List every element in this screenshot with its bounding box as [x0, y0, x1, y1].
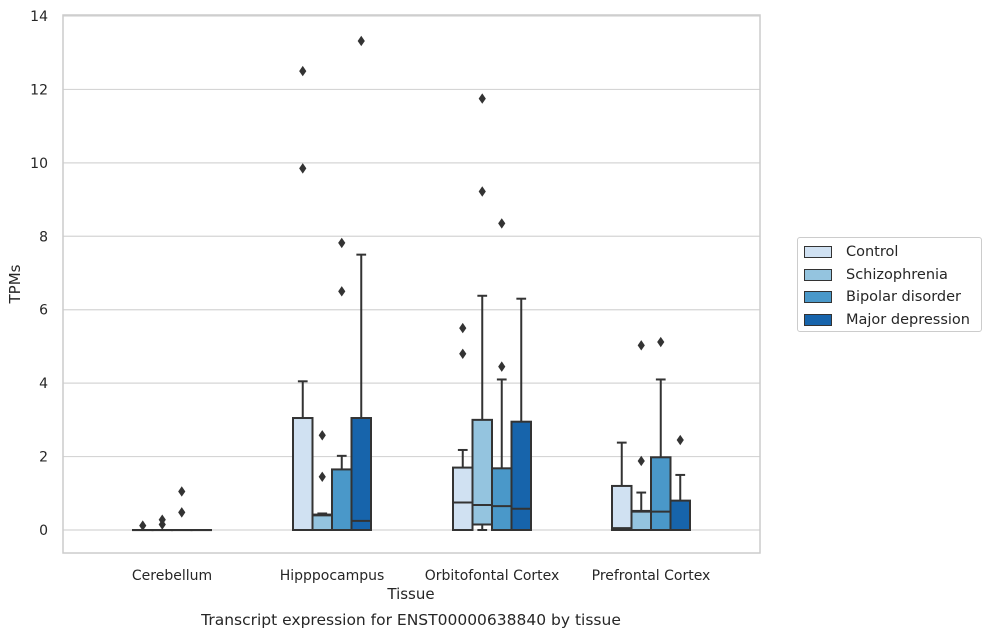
outlier-point: [357, 35, 365, 47]
y-tick-label: 0: [39, 523, 48, 539]
x-tick-label: Prefrontal Cortex: [592, 568, 711, 584]
y-tick-label: 12: [30, 82, 48, 98]
outlier-point: [676, 434, 684, 446]
legend-label: Bipolar disorder: [846, 289, 961, 305]
box-iqr: [669, 499, 691, 531]
outlier-point: [478, 93, 486, 104]
outlier-point: [299, 163, 307, 174]
box-bipolar-disorder: [650, 336, 672, 532]
box-iqr: [452, 466, 474, 532]
legend-swatch: [804, 291, 832, 303]
box-iqr: [471, 418, 493, 526]
outlier-point: [318, 430, 326, 441]
box-control: [611, 441, 633, 532]
outlier-point: [637, 340, 645, 351]
box-major-depression: [510, 297, 532, 532]
box-iqr: [611, 484, 633, 532]
legend-swatch: [804, 268, 832, 281]
outlier-point: [459, 348, 467, 359]
y-tick-label: 4: [39, 376, 48, 392]
legend: Control Schizophrenia Bipolar disorder Majo…: [797, 237, 982, 332]
outlier-point: [657, 336, 665, 348]
outlier-point: [498, 361, 506, 372]
legend-swatch: [804, 313, 832, 326]
box-groups: [132, 35, 691, 532]
y-axis-label: TPMs: [6, 264, 24, 304]
box-major-depression: [350, 35, 372, 531]
chart-title: Transcript expression for ENST0000063884…: [201, 611, 621, 629]
y-tick-label: 8: [39, 229, 48, 245]
x-axis-label: Tissue: [386, 585, 434, 603]
y-tick-label: 10: [30, 156, 48, 172]
outlier-point: [299, 65, 307, 77]
outlier-point: [338, 286, 346, 297]
outlier-point: [498, 218, 506, 229]
outlier-point: [637, 455, 645, 467]
legend-item: Bipolar disorder: [804, 288, 961, 306]
outlier-point: [158, 514, 166, 525]
y-tick-label: 14: [30, 9, 48, 25]
box-iqr: [650, 456, 672, 532]
x-tick-label: Cerebellum: [132, 568, 212, 584]
outlier-point: [318, 471, 326, 482]
legend-label: Control: [846, 244, 899, 260]
plot-area: [63, 15, 760, 553]
box-bipolar-disorder: [491, 218, 513, 532]
legend-label: Schizophrenia: [846, 266, 948, 283]
legend-swatch: [804, 246, 832, 258]
box-iqr: [292, 417, 314, 531]
legend-label: Major depression: [846, 311, 970, 328]
outlier-point: [139, 520, 147, 531]
outlier-point: [178, 507, 186, 518]
y-tick-label: 2: [39, 450, 48, 466]
plot-frame: [62, 14, 761, 554]
x-tick-label: Orbitofontal Cortex: [425, 568, 560, 584]
box-schizophrenia: [630, 340, 652, 531]
box-iqr: [510, 420, 532, 532]
box-iqr: [331, 468, 353, 531]
outlier-point: [178, 486, 186, 497]
outlier-point: [478, 186, 486, 197]
outlier-point: [338, 237, 346, 249]
legend-item: Control: [804, 243, 898, 261]
outlier-point: [459, 322, 467, 334]
box-iqr: [311, 513, 333, 532]
y-axis-ticks: 0 2 4 6 8 10 12 14: [30, 9, 48, 539]
box-schizophrenia: [471, 93, 493, 531]
box-control: [292, 65, 314, 531]
x-axis-ticks: Cerebellum Hipppocampus Orbitofontal Corte…: [132, 568, 710, 584]
box-iqr: [350, 417, 372, 531]
legend-item: Major depression: [804, 311, 970, 329]
y-tick-label: 6: [39, 303, 48, 319]
legend-item: Schizophrenia: [804, 266, 948, 284]
box-major-depression: [669, 434, 691, 531]
box-iqr: [491, 467, 513, 532]
box-iqr: [630, 509, 652, 531]
x-tick-label: Hipppocampus: [280, 568, 385, 584]
